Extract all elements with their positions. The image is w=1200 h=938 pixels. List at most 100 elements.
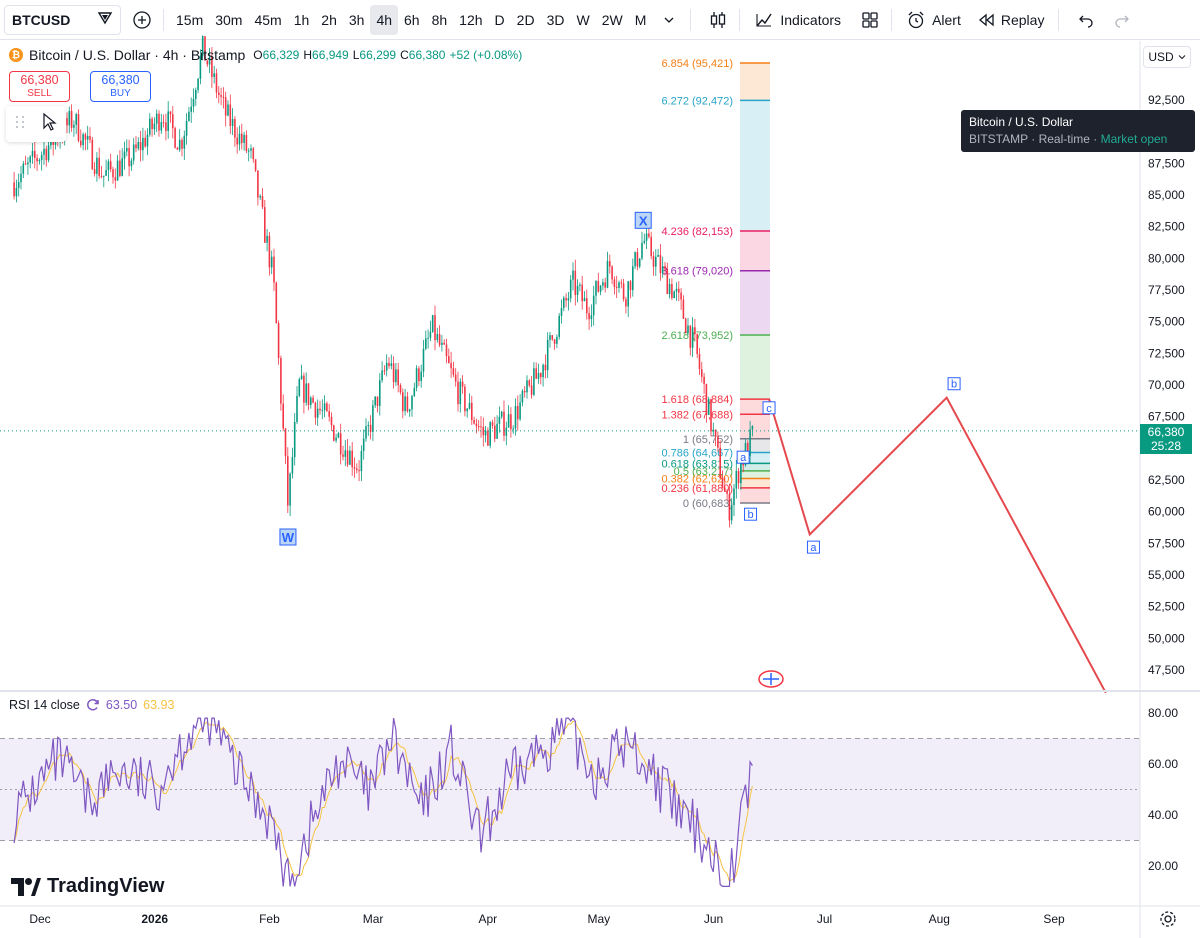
candle-body bbox=[434, 315, 436, 341]
candle-body bbox=[240, 133, 243, 143]
alarm-clock-icon bbox=[908, 11, 924, 28]
candle-body bbox=[346, 450, 349, 465]
undo-button[interactable] bbox=[1071, 5, 1101, 35]
candle-body bbox=[259, 196, 261, 198]
timeframe-2d[interactable]: 2D bbox=[516, 11, 535, 28]
timeframe-15m[interactable]: 15m bbox=[176, 11, 204, 28]
candle-body bbox=[503, 411, 505, 436]
timeframe-2w[interactable]: 2W bbox=[601, 11, 623, 28]
candle-body bbox=[263, 207, 266, 243]
settings-button[interactable] bbox=[1158, 909, 1178, 929]
timeframe-4h[interactable]: 4h bbox=[370, 4, 399, 35]
timeframe-3h[interactable]: 3h bbox=[348, 11, 365, 28]
price-axis-label: 82,500 bbox=[1148, 220, 1185, 234]
timeframe-dropdown[interactable] bbox=[654, 5, 684, 35]
timeframe-3d[interactable]: 3D bbox=[546, 11, 565, 28]
fib-level-label: 0.382 (62,620) bbox=[661, 473, 733, 485]
undo-icon bbox=[1079, 15, 1094, 28]
sell-button[interactable]: 66,380 SELL bbox=[9, 71, 70, 102]
fib-level-label: 0.5 (63,217) bbox=[674, 466, 733, 478]
candle-body bbox=[378, 380, 381, 406]
rsi-axis-label: 40.00 bbox=[1148, 808, 1178, 822]
timeframe-6h[interactable]: 6h bbox=[404, 11, 420, 28]
indicators-button[interactable]: Indicators bbox=[746, 5, 849, 35]
candle-body bbox=[355, 468, 358, 471]
timeframe-30m[interactable]: 30m bbox=[215, 11, 243, 28]
candle-body bbox=[89, 135, 91, 140]
candle-body bbox=[351, 450, 353, 468]
candle-body bbox=[169, 111, 172, 115]
candle-body bbox=[572, 270, 574, 280]
candle-body bbox=[15, 187, 18, 197]
price-axis-label: 87,500 bbox=[1148, 156, 1185, 170]
drag-handle-icon[interactable] bbox=[15, 114, 25, 135]
fib-level-label: 6.272 (92,472) bbox=[661, 95, 733, 107]
timeframe-8h[interactable]: 8h bbox=[431, 11, 448, 28]
candle-body bbox=[365, 426, 367, 439]
candle-body bbox=[454, 374, 457, 382]
fib-zone bbox=[740, 270, 770, 335]
symbol-options-icon[interactable] bbox=[96, 9, 114, 30]
candle-body bbox=[245, 134, 248, 152]
candle-body bbox=[312, 397, 314, 403]
fib-zone bbox=[740, 487, 770, 504]
buy-button[interactable]: 66,380 BUY bbox=[90, 71, 151, 102]
add-symbol-button[interactable] bbox=[127, 5, 157, 35]
redo-button[interactable] bbox=[1107, 5, 1137, 35]
timeframe-12h[interactable]: 12h bbox=[459, 11, 483, 28]
timeframe-1h[interactable]: 1h bbox=[293, 11, 310, 28]
candle-body bbox=[742, 462, 744, 466]
candle-body bbox=[464, 386, 466, 412]
alert-button[interactable]: Alert bbox=[898, 5, 969, 35]
tradingview-logo[interactable]: TradingView bbox=[11, 875, 164, 898]
candle-body bbox=[510, 414, 512, 430]
price-axis-label: 72,500 bbox=[1148, 346, 1185, 360]
candle-body bbox=[201, 36, 204, 56]
candle-body bbox=[344, 450, 347, 457]
alert-label: Alert bbox=[932, 11, 961, 28]
candle-body bbox=[523, 390, 526, 393]
candle-body bbox=[493, 425, 496, 439]
candle-body bbox=[684, 318, 687, 334]
legend-title[interactable]: Bitcoin / U.S. Dollar · 4h · Bitstamp bbox=[29, 47, 246, 63]
wave-label-box bbox=[947, 377, 961, 391]
chart-type-button[interactable] bbox=[703, 5, 733, 35]
wave-label-b: b bbox=[747, 509, 753, 521]
currency-selector[interactable]: USD bbox=[1143, 46, 1191, 68]
fib-level-label: 1 (65,752) bbox=[683, 434, 733, 446]
rsi-label[interactable]: RSI 14 close bbox=[9, 698, 80, 712]
close-value: 66,380 bbox=[408, 48, 446, 62]
candle-body bbox=[519, 402, 521, 420]
fib-level-label: 0 (60,683) bbox=[683, 498, 733, 510]
candle-body bbox=[162, 122, 165, 124]
candle-body bbox=[181, 139, 183, 149]
timeframe-2h[interactable]: 2h bbox=[321, 11, 337, 28]
candle-body bbox=[576, 285, 579, 296]
candle-body bbox=[270, 256, 273, 268]
timeframe-m[interactable]: M bbox=[634, 11, 647, 28]
last-price-tag: 66,380 25:28 bbox=[1140, 424, 1192, 454]
replay-button[interactable]: Replay bbox=[969, 5, 1053, 35]
candle-body bbox=[705, 384, 708, 415]
candle-body bbox=[553, 339, 556, 344]
candle-body bbox=[282, 403, 284, 429]
candle-body bbox=[323, 403, 326, 411]
timeframe-d[interactable]: D bbox=[494, 11, 505, 28]
fib-zone bbox=[740, 470, 770, 479]
candle-body bbox=[213, 73, 215, 77]
layouts-button[interactable] bbox=[855, 5, 885, 35]
candle-body bbox=[75, 114, 77, 125]
candle-body bbox=[544, 364, 547, 371]
rsi-line bbox=[13, 717, 753, 888]
price-axis-label: 70,000 bbox=[1148, 378, 1185, 392]
symbol-search[interactable]: BTCUSD bbox=[4, 4, 121, 35]
candle-body bbox=[40, 154, 43, 160]
candle-body bbox=[671, 284, 673, 299]
cursor-icon[interactable] bbox=[42, 112, 58, 137]
candle-body bbox=[521, 390, 524, 403]
candle-body bbox=[491, 422, 494, 426]
candle-body bbox=[247, 150, 250, 152]
timeframe-w[interactable]: W bbox=[576, 11, 590, 28]
timeframe-45m[interactable]: 45m bbox=[254, 11, 282, 28]
